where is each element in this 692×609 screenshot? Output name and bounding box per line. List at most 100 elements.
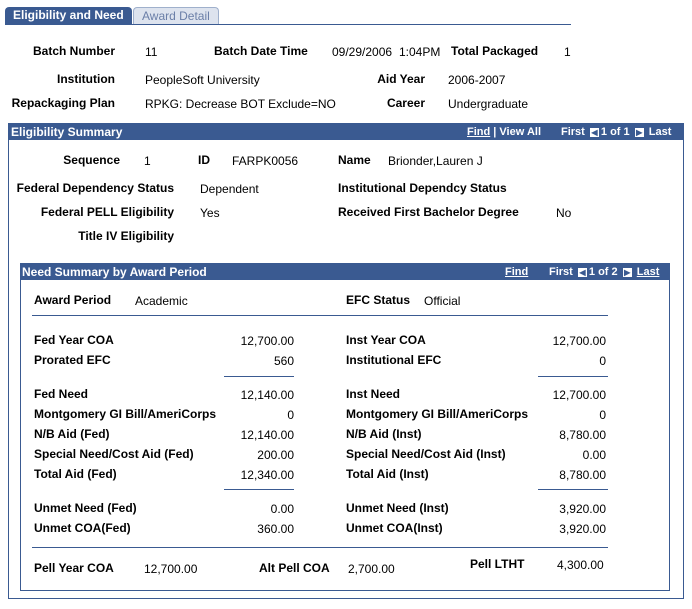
fed-row-value: 12,140.00 — [240, 428, 294, 442]
inst-row-value: 8,780.00 — [559, 468, 606, 482]
award-period-value: Academic — [135, 294, 188, 308]
need-first-label: First — [549, 266, 573, 278]
pell-ltht-value: 4,300.00 — [557, 558, 604, 572]
inst-dependency-label: Institutional Dependcy Status — [338, 181, 507, 195]
tab-divider — [5, 24, 571, 25]
title-iv-label: Title IV Eligibility — [78, 229, 174, 243]
repackaging-plan-value: RPKG: Decrease BOT Exclude=NO — [145, 97, 336, 111]
inst-row-label: Inst Need — [346, 387, 401, 401]
inst-row-label: Total Aid (Inst) — [346, 467, 429, 481]
alt-pell-coa-label: Alt Pell COA — [259, 561, 330, 575]
fed-subtotal-line-2 — [224, 489, 294, 490]
aid-year-value: 2006-2007 — [448, 73, 506, 87]
fed-row-label: Prorated EFC — [34, 353, 111, 367]
sequence-value: 1 — [144, 154, 151, 168]
fed-row-label: Total Aid (Fed) — [34, 467, 117, 481]
name-label: Name — [338, 153, 371, 167]
batch-time-value: 1:04PM — [399, 45, 441, 59]
fed-row-label: Special Need/Cost Aid (Fed) — [34, 447, 194, 461]
need-next-arrow-icon[interactable]: ▶ — [622, 267, 632, 277]
view-all-link: View All — [499, 126, 541, 138]
inst-row-label: Inst Year COA — [346, 333, 426, 347]
tab-eligibility-and-need[interactable]: Eligibility and Need — [5, 7, 132, 24]
need-last-link[interactable]: Last — [636, 266, 660, 278]
eligibility-summary-header: Eligibility Summary Find | View All Firs… — [9, 124, 683, 140]
fed-row-value: 0.00 — [270, 502, 294, 516]
need-page-count: 1 of 2 — [588, 266, 618, 278]
next-arrow-icon[interactable]: ▶ — [634, 127, 644, 137]
page-count: 1 of 1 — [600, 126, 630, 138]
total-packaged-value: 1 — [564, 45, 571, 59]
id-value: FARPK0056 — [232, 154, 299, 168]
need-find[interactable]: Find — [505, 264, 528, 280]
inst-row-value: 0 — [599, 408, 606, 422]
fed-row-value: 0 — [287, 408, 294, 422]
need-top-divider — [32, 315, 608, 316]
fed-row-label: Fed Need — [34, 387, 89, 401]
total-packaged-label: Total Packaged — [451, 44, 539, 58]
inst-row-value: 12,700.00 — [552, 388, 606, 402]
fed-row-label: Unmet COA(Fed) — [34, 521, 131, 535]
need-summary-header: Need Summary by Award Period Find First … — [21, 264, 669, 280]
bachelor-degree-value: No — [556, 206, 572, 220]
eligibility-summary-title: Eligibility Summary — [11, 125, 123, 139]
nav-separator: | — [490, 126, 500, 138]
fed-row-value: 12,340.00 — [240, 468, 294, 482]
id-label: ID — [198, 153, 210, 167]
fed-row-label: Montgomery GI Bill/AmeriCorps — [34, 407, 217, 421]
batch-number-label: Batch Number — [32, 44, 115, 58]
inst-row-value: 12,700.00 — [552, 334, 606, 348]
inst-row-value: 8,780.00 — [559, 428, 606, 442]
inst-row-value: 3,920.00 — [559, 502, 606, 516]
institution-label: Institution — [57, 72, 115, 86]
fed-row-label: Unmet Need (Fed) — [34, 501, 137, 515]
batch-number-value: 11 — [145, 45, 158, 59]
inst-row-value: 0.00 — [582, 448, 606, 462]
batch-date-value: 09/29/2006 — [332, 45, 393, 59]
need-find-link[interactable]: Find — [505, 266, 529, 278]
repackaging-plan-label: Repackaging Plan — [11, 96, 115, 110]
fed-row-value: 560 — [273, 354, 294, 368]
need-prev-arrow-icon[interactable]: ◀ — [577, 267, 587, 277]
inst-row-label: Institutional EFC — [346, 353, 442, 367]
award-period-label: Award Period — [34, 293, 112, 307]
fed-row-value: 12,140.00 — [240, 388, 294, 402]
pell-year-coa-label: Pell Year COA — [34, 561, 114, 575]
efc-status-label: EFC Status — [346, 293, 411, 307]
institution-value: PeopleSoft University — [145, 73, 260, 87]
first-label: First — [561, 126, 585, 138]
pell-ltht-label: Pell LTHT — [470, 557, 525, 571]
inst-row-label: Special Need/Cost Aid (Inst) — [346, 447, 506, 461]
find-link[interactable]: Find — [467, 126, 491, 138]
inst-subtotal-line-2 — [538, 489, 608, 490]
bachelor-degree-label: Received First Bachelor Degree — [338, 205, 519, 219]
fed-dependency-label: Federal Dependency Status — [16, 181, 174, 195]
sequence-label: Sequence — [63, 153, 120, 167]
prev-arrow-icon[interactable]: ◀ — [589, 127, 599, 137]
inst-row-label: Unmet Need (Inst) — [346, 501, 449, 515]
tab-award-detail[interactable]: Award Detail — [133, 7, 219, 25]
fed-pell-label: Federal PELL Eligibility — [40, 205, 174, 219]
eligibility-nav: Find | View All — [467, 124, 541, 140]
need-summary-title: Need Summary by Award Period — [22, 265, 207, 279]
fed-dependency-value: Dependent — [200, 182, 259, 196]
inst-subtotal-line-1 — [538, 376, 608, 377]
fed-row-value: 360.00 — [257, 522, 294, 536]
inst-row-value: 3,920.00 — [559, 522, 606, 536]
inst-row-label: Montgomery GI Bill/AmeriCorps — [346, 407, 529, 421]
career-value: Undergraduate — [448, 97, 529, 111]
fed-row-label: N/B Aid (Fed) — [34, 427, 110, 441]
inst-row-value: 0 — [599, 354, 606, 368]
last-label: Last — [648, 126, 672, 138]
fed-row-value: 200.00 — [257, 448, 294, 462]
need-summary-panel: Need Summary by Award Period Find First … — [20, 263, 670, 591]
need-pager: First ◀ 1 of 2 ▶ Last — [549, 264, 659, 280]
alt-pell-coa-value: 2,700.00 — [348, 562, 395, 576]
fed-pell-value: Yes — [200, 206, 220, 220]
fed-row-value: 12,700.00 — [240, 334, 294, 348]
inst-row-label: N/B Aid (Inst) — [346, 427, 422, 441]
efc-status-value: Official — [424, 294, 461, 308]
inst-row-label: Unmet COA(Inst) — [346, 521, 443, 535]
need-bottom-divider — [32, 547, 608, 548]
aid-year-label: Aid Year — [377, 72, 425, 86]
